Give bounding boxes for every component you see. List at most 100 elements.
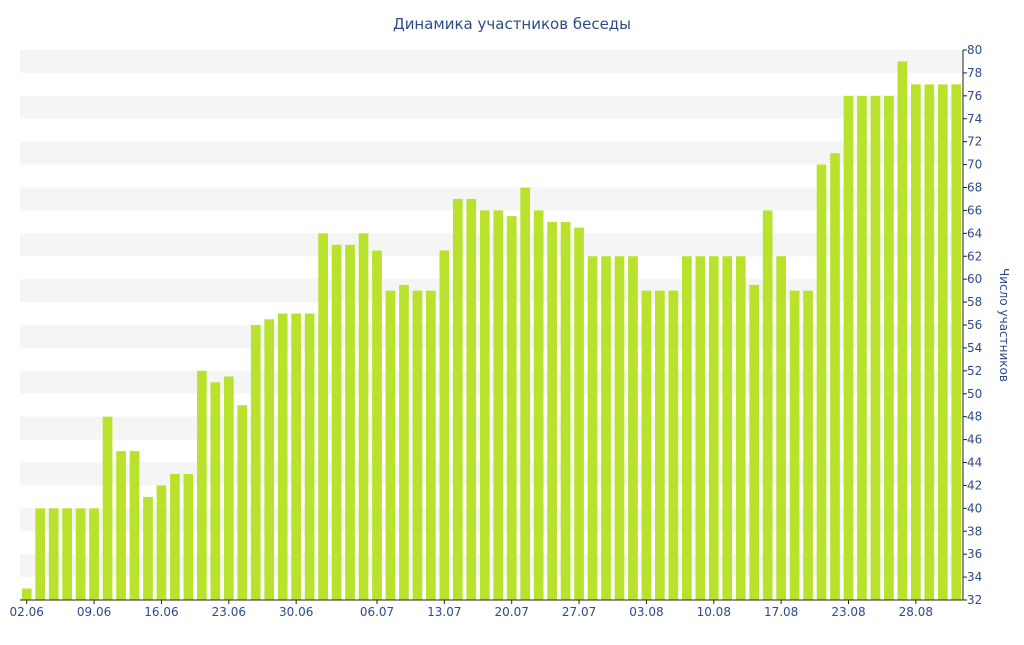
bar	[183, 473, 194, 600]
bar	[843, 95, 854, 600]
y-tick-label: 56	[967, 318, 982, 332]
bar	[857, 95, 867, 600]
bar	[426, 290, 436, 601]
bar	[291, 313, 302, 600]
bar	[951, 84, 962, 601]
grid-band	[20, 233, 963, 257]
bar	[156, 485, 167, 600]
y-tick-label: 70	[967, 158, 982, 172]
bar	[601, 256, 611, 600]
x-tick-label: 17.08	[764, 605, 798, 619]
y-tick-label: 40	[967, 501, 982, 515]
y-axis-label: Число участников	[997, 268, 1011, 382]
bar	[870, 95, 881, 600]
bar	[331, 244, 342, 601]
bar	[493, 210, 504, 601]
bar	[520, 187, 531, 600]
bar	[210, 382, 221, 600]
bar	[749, 284, 760, 600]
x-tick-label: 02.06	[10, 605, 44, 619]
x-tick-label: 30.06	[279, 605, 313, 619]
chart-title: Динамика участников беседы	[393, 15, 631, 33]
bar	[614, 256, 625, 600]
bar	[762, 210, 773, 601]
y-tick-label: 80	[967, 43, 982, 57]
bar	[587, 256, 598, 600]
bar	[924, 84, 935, 601]
bar	[547, 221, 557, 601]
bar	[358, 233, 369, 600]
bar	[937, 84, 948, 601]
x-tick-label: 09.06	[77, 605, 111, 619]
y-tick-label: 52	[967, 364, 982, 378]
x-tick-label: 23.06	[212, 605, 246, 619]
bar	[250, 325, 261, 600]
y-tick-label: 66	[967, 203, 982, 217]
bar	[452, 198, 463, 600]
x-tick-label: 13.07	[427, 605, 461, 619]
bar	[170, 473, 180, 600]
bar	[830, 153, 840, 601]
y-tick-label: 50	[967, 387, 982, 401]
grid-band	[20, 50, 963, 73]
x-tick-label: 20.07	[495, 605, 529, 619]
bar	[466, 198, 477, 600]
bar	[197, 370, 207, 600]
grid-band	[20, 141, 963, 165]
bar	[223, 376, 234, 600]
bar	[884, 95, 894, 600]
grid-band	[20, 187, 963, 211]
bar	[506, 216, 517, 600]
bar	[399, 284, 409, 600]
bar	[708, 256, 719, 600]
bar	[143, 496, 153, 601]
bar	[304, 313, 315, 600]
y-tick-label: 32	[967, 593, 982, 607]
bar	[75, 508, 86, 600]
y-tick-label: 46	[967, 433, 982, 447]
bar	[345, 244, 355, 601]
bar	[264, 319, 275, 600]
bars	[21, 61, 962, 601]
bar	[35, 508, 46, 600]
y-tick-label: 54	[967, 341, 982, 355]
grid-band	[20, 95, 963, 119]
x-tick-label: 23.08	[831, 605, 865, 619]
bar	[372, 250, 382, 600]
y-tick-label: 76	[967, 89, 982, 103]
grid-bands	[20, 50, 963, 578]
x-tick-label: 03.08	[629, 605, 663, 619]
bar	[641, 290, 652, 601]
bar	[655, 290, 665, 601]
bar	[412, 290, 423, 601]
x-tick-label: 06.07	[360, 605, 394, 619]
bar	[735, 256, 746, 600]
y-tick-label: 74	[967, 112, 982, 126]
axes: 32 34 36 38 40 42 44 46 48 50 52 54 56 58 60 62 64 66 68 70…	[10, 43, 983, 619]
x-tick-label: 27.07	[562, 605, 596, 619]
bar	[776, 256, 786, 600]
bar	[21, 588, 32, 600]
bar	[560, 221, 571, 601]
y-tick-label: 68	[967, 181, 982, 195]
bar	[385, 290, 396, 601]
y-tick-label: 72	[967, 135, 982, 149]
y-tick-label: 36	[967, 547, 982, 561]
bar	[668, 290, 679, 601]
bar	[116, 451, 126, 600]
bar	[897, 61, 908, 600]
bar	[277, 313, 288, 600]
y-tick-label: 60	[967, 272, 982, 286]
x-tick-label: 10.08	[697, 605, 731, 619]
bar	[816, 164, 827, 600]
bar	[722, 256, 733, 600]
bar	[803, 290, 813, 601]
bar	[681, 256, 692, 600]
bar	[574, 227, 584, 600]
bar	[102, 416, 113, 600]
bar	[237, 405, 248, 600]
bar	[628, 256, 638, 600]
y-tick-label: 64	[967, 226, 982, 240]
